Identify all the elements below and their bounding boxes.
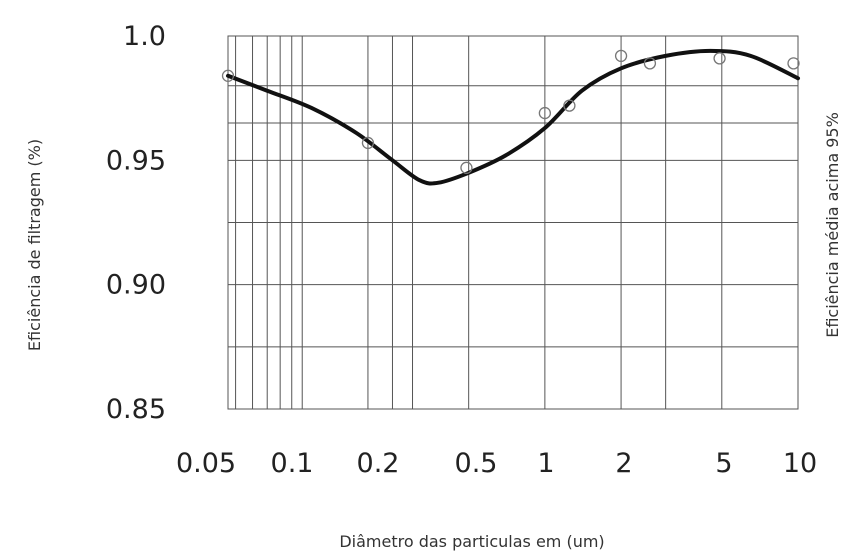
y-tick-label: 1.0 <box>123 21 166 52</box>
y-tick-label: 0.95 <box>106 145 166 176</box>
y-axis-label: Eficiência de filtragem (%) <box>25 139 44 351</box>
data-point <box>538 106 552 120</box>
x-tick-label: 2 <box>615 448 632 479</box>
data-point <box>361 136 375 150</box>
data-point <box>787 57 800 70</box>
plot-frame <box>227 35 799 410</box>
efficiency-fit-curve <box>226 48 800 186</box>
y-tick-labels: 0.85 0.90 0.95 1.0 <box>106 21 166 425</box>
data-point <box>713 52 726 65</box>
data-point <box>460 161 473 174</box>
x-tick-label: 0.1 <box>271 448 314 479</box>
data-point <box>563 99 576 112</box>
x-tick-label: 5 <box>715 448 732 479</box>
right-axis-label: Eficiência média acima 95% <box>823 112 842 338</box>
x-tick-label: 0.05 <box>176 448 236 479</box>
fit-curve-group <box>226 48 800 186</box>
x-axis-label: Diâmetro das particulas em (um) <box>339 532 604 551</box>
data-point <box>221 69 235 82</box>
x-tick-label: 0.2 <box>357 448 400 479</box>
data-point <box>643 57 657 70</box>
data-points <box>221 49 800 174</box>
x-tick-label: 10 <box>783 448 817 479</box>
gridlines <box>227 36 799 409</box>
x-tick-label: 0.5 <box>455 448 498 479</box>
y-tick-label: 0.90 <box>106 270 166 301</box>
x-tick-labels: 0.05 0.1 0.2 0.5 1 2 5 10 <box>176 448 817 479</box>
data-point <box>614 49 628 63</box>
y-tick-label: 0.85 <box>106 394 166 425</box>
x-tick-label: 1 <box>537 448 554 479</box>
